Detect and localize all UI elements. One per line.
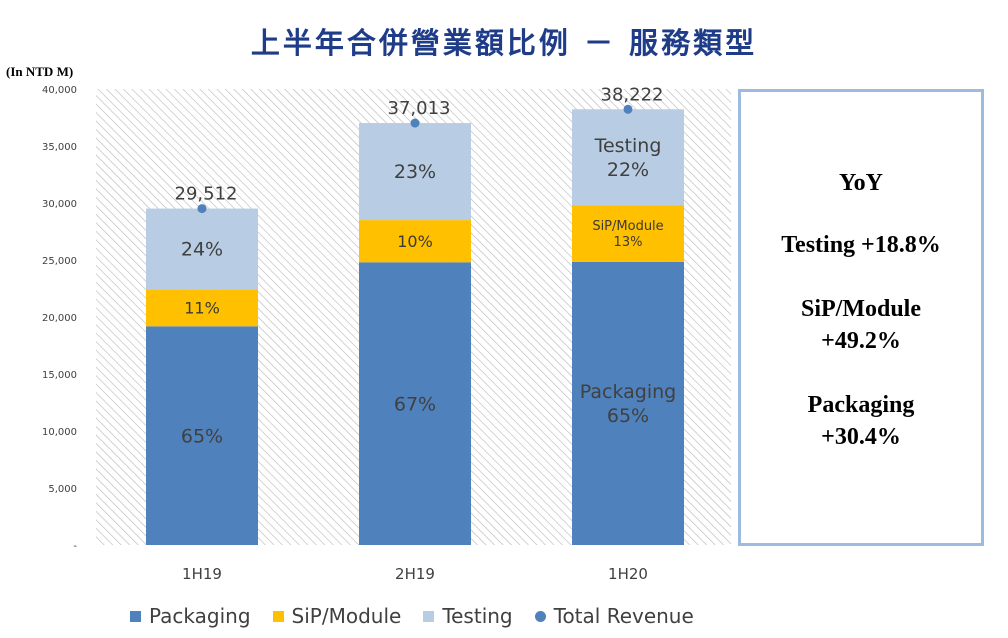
y-tick-label: 30,000 (42, 199, 77, 210)
total-revenue-label-1h19: 29,512 (175, 184, 238, 205)
y-tick-label: 5,000 (48, 484, 77, 495)
x-tick-label-1h19: 1H19 (182, 565, 222, 583)
segment-label-testing-1h20: 22% (607, 159, 649, 181)
bar-testing-1h20 (572, 109, 684, 206)
y-tick-label: 10,000 (42, 427, 77, 438)
bar-packaging-1h20 (572, 261, 684, 545)
yoy-sip-module-value: +49.2% (821, 328, 901, 354)
total-revenue-point-1h19 (197, 204, 207, 214)
bar-sip-module-1h20 (572, 205, 684, 262)
segment-label-packaging-1h20: Packaging (580, 381, 676, 403)
segment-label-packaging-1h19: 65% (181, 425, 223, 447)
segment-label-sip-module-1h20: SiP/Module (592, 219, 663, 234)
x-tick-label-2h19: 2H19 (395, 565, 435, 583)
packaging-swatch (130, 610, 141, 622)
yoy-heading: YoY (838, 170, 883, 196)
total-revenue-label-1h20: 38,222 (601, 84, 664, 105)
total-revenue-point-2h19 (410, 118, 420, 128)
x-axis: 1H19 2H19 1H20 (182, 565, 648, 583)
chart-legend: Packaging SiP/Module Testing Total Reven… (130, 604, 716, 628)
legend-label-sip-module: SiP/Module (291, 604, 402, 628)
segment-label-testing-1h19: 24% (181, 239, 223, 261)
bar-packaging-1h19 (146, 326, 258, 545)
y-tick-label: 15,000 (42, 370, 77, 381)
segment-label-sip-module-2h19: 10% (397, 232, 433, 251)
segment-label-sip-module-1h19: 11% (184, 298, 220, 317)
segment-label-packaging-1h20: 65% (607, 405, 649, 427)
bar-testing-1h19 (146, 208, 258, 290)
bar-packaging-2h19 (359, 262, 471, 545)
legend-label-total-revenue: Total Revenue (553, 604, 694, 628)
total-revenue-point-1h20 (623, 104, 633, 114)
legend-item-sip-module: SiP/Module (272, 604, 402, 628)
y-axis: - 5,000 10,000 15,000 20,000 25,000 30,000 35,0… (42, 85, 77, 552)
bars (146, 109, 684, 545)
segment-label-sip-module-1h20: 13% (614, 235, 643, 250)
legend-label-packaging: Packaging (149, 604, 251, 628)
y-tick-label: - (73, 541, 77, 552)
total-revenue-label-2h19: 37,013 (388, 98, 451, 119)
bar-sip-module-2h19 (359, 220, 471, 263)
y-tick-label: 35,000 (42, 142, 77, 153)
segment-labels: 65%11%24%67%10%23%Packaging65%SiP/Module… (181, 135, 676, 447)
y-tick-label: 40,000 (42, 85, 77, 96)
yoy-testing: Testing +18.8% (781, 232, 941, 258)
x-tick-label-1h20: 1H20 (608, 565, 648, 583)
yoy-sip-module-label: SiP/Module (800, 296, 921, 322)
yoy-packaging-value: +30.4% (821, 424, 901, 450)
chart-title: 上半年合併營業額比例 － 服務類型 (250, 26, 758, 60)
legend-item-total-revenue: Total Revenue (534, 604, 694, 628)
total-revenue-marker (534, 610, 546, 622)
legend-label-testing: Testing (442, 604, 513, 628)
yoy-packaging-label: Packaging (807, 392, 915, 418)
sip-module-swatch (272, 610, 284, 622)
legend-item-testing: Testing (423, 604, 513, 628)
total-revenue-series: 29,512 37,013 38,222 (175, 84, 664, 214)
segment-label-testing-1h20: Testing (594, 135, 662, 157)
y-tick-label: 20,000 (42, 313, 77, 324)
bar-sip-module-1h19 (146, 289, 258, 327)
segment-label-testing-2h19: 23% (394, 161, 436, 183)
testing-swatch (423, 610, 435, 622)
bar-testing-2h19 (359, 123, 471, 221)
segment-label-packaging-2h19: 67% (394, 393, 436, 415)
legend-item-packaging: Packaging (130, 604, 251, 628)
yoy-summary-box: YoY Testing +18.8% SiP/Module +49.2% Pac… (738, 89, 984, 546)
y-tick-label: 25,000 (42, 256, 77, 267)
unit-label: (In NTD M) (6, 64, 74, 79)
